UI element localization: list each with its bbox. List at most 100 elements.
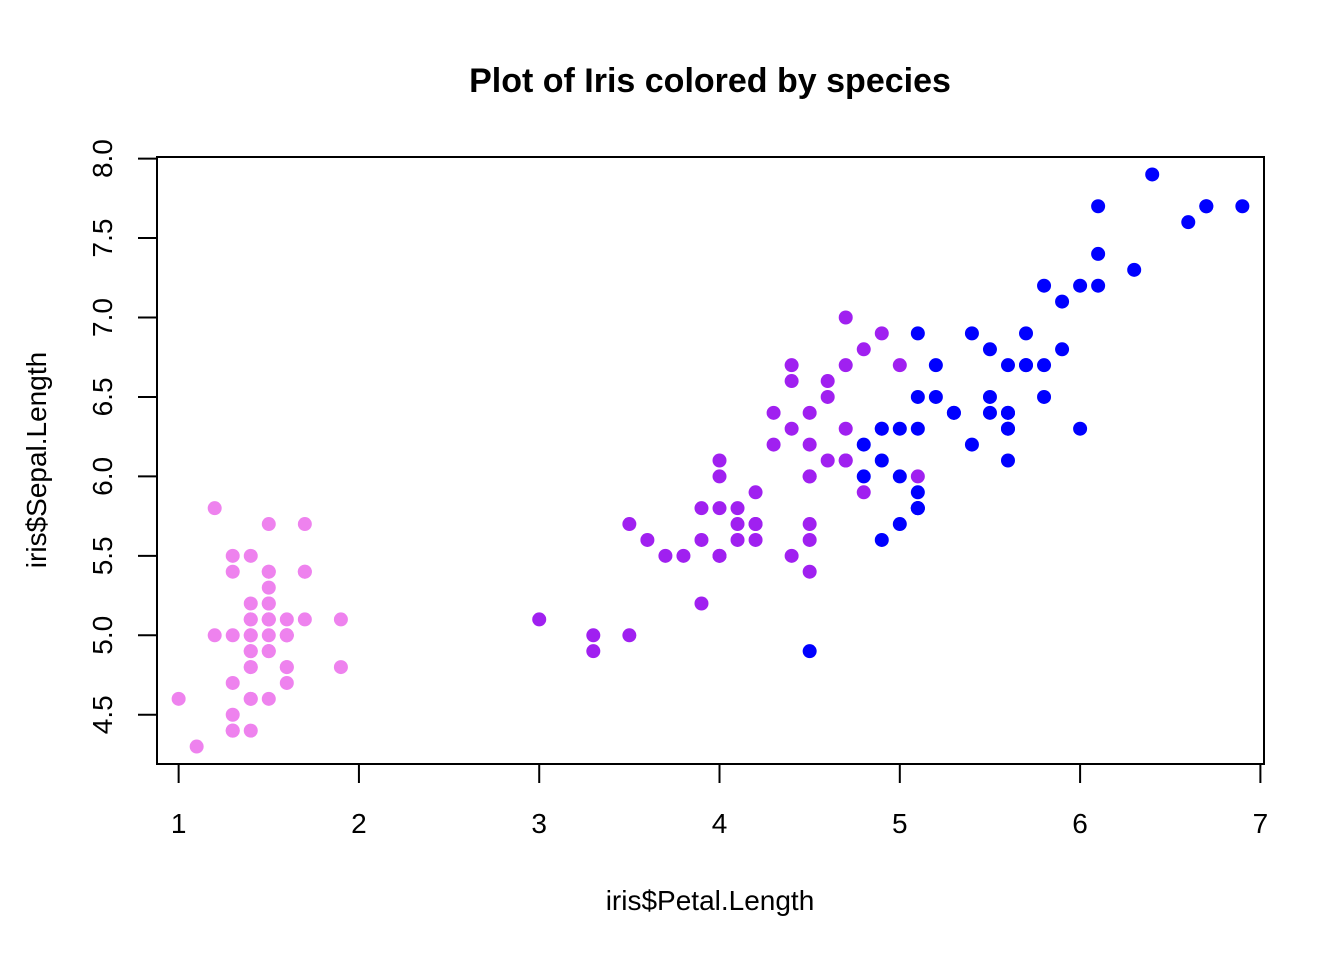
data-point [784, 421, 799, 436]
x-tick-label: 4 [712, 808, 728, 839]
data-point [658, 548, 673, 563]
x-tick-label: 3 [531, 808, 547, 839]
data-point [874, 453, 889, 468]
data-point [1019, 358, 1034, 373]
chart-title: Plot of Iris colored by species [469, 62, 951, 100]
y-tick-label: 6.5 [87, 377, 118, 416]
data-point [1127, 262, 1142, 277]
data-point [586, 628, 601, 643]
data-point [712, 453, 727, 468]
x-tick-label: 7 [1253, 808, 1269, 839]
data-point [694, 596, 709, 611]
data-point [892, 358, 907, 373]
data-point [838, 421, 853, 436]
data-point [748, 532, 763, 547]
data-point [225, 628, 240, 643]
data-point [243, 548, 258, 563]
data-point [982, 342, 997, 357]
data-point [1000, 453, 1015, 468]
data-point [820, 453, 835, 468]
data-point [856, 469, 871, 484]
data-point [802, 469, 817, 484]
data-point [856, 342, 871, 357]
data-point [243, 660, 258, 675]
data-point [874, 421, 889, 436]
data-points [171, 167, 1250, 754]
data-point [225, 548, 240, 563]
data-point [243, 596, 258, 611]
data-point [712, 469, 727, 484]
y-axis-label: iris$Sepal.Length [21, 352, 52, 568]
data-point [838, 453, 853, 468]
data-point [1199, 199, 1214, 214]
data-point [1145, 167, 1160, 182]
y-tick-label: 8.0 [87, 139, 118, 178]
data-point [784, 358, 799, 373]
data-point [279, 675, 294, 690]
data-point [333, 612, 348, 627]
y-tick-label: 5.5 [87, 536, 118, 575]
data-point [964, 437, 979, 452]
data-point [279, 628, 294, 643]
data-point [730, 532, 745, 547]
data-point [261, 517, 276, 532]
data-point [802, 517, 817, 532]
data-point [1019, 326, 1034, 341]
data-point [622, 517, 637, 532]
data-point [225, 707, 240, 722]
data-point [243, 691, 258, 706]
data-point [1091, 278, 1106, 293]
data-point [207, 501, 222, 516]
data-point [928, 389, 943, 404]
data-point [910, 485, 925, 500]
y-tick-label: 7.5 [87, 219, 118, 258]
data-point [1235, 199, 1250, 214]
data-point [946, 405, 961, 420]
data-point [1000, 358, 1015, 373]
data-point [243, 723, 258, 738]
data-point [910, 326, 925, 341]
data-point [640, 532, 655, 547]
y-axis: 4.5 5.0 5.5 6.0 6.5 7.0 7.5 8.0 [87, 139, 158, 734]
data-point [333, 660, 348, 675]
data-point [820, 374, 835, 389]
data-point [279, 612, 294, 627]
y-tick-label: 4.5 [87, 695, 118, 734]
data-point [622, 628, 637, 643]
y-tick-label: 5.0 [87, 616, 118, 655]
y-tick-label: 7.0 [87, 298, 118, 337]
data-point [784, 548, 799, 563]
data-point [910, 469, 925, 484]
data-point [243, 612, 258, 627]
data-point [802, 532, 817, 547]
data-point [297, 517, 312, 532]
data-point [694, 501, 709, 516]
data-point [820, 389, 835, 404]
data-point [297, 564, 312, 579]
data-point [748, 485, 763, 500]
x-tick-label: 6 [1072, 808, 1088, 839]
data-point [243, 644, 258, 659]
data-point [928, 358, 943, 373]
data-point [874, 326, 889, 341]
data-point [1037, 389, 1052, 404]
data-point [189, 739, 204, 754]
data-point [261, 596, 276, 611]
data-point [1073, 278, 1088, 293]
data-point [856, 485, 871, 500]
data-point [892, 421, 907, 436]
data-point [279, 660, 294, 675]
x-axis-label: iris$Petal.Length [606, 885, 815, 916]
data-point [261, 564, 276, 579]
data-point [802, 405, 817, 420]
data-point [225, 564, 240, 579]
data-point [1091, 246, 1106, 261]
data-point [1037, 278, 1052, 293]
data-point [225, 723, 240, 738]
data-point [1091, 199, 1106, 214]
data-point [1181, 215, 1196, 230]
data-point [802, 437, 817, 452]
data-point [586, 644, 601, 659]
data-point [1055, 342, 1070, 357]
